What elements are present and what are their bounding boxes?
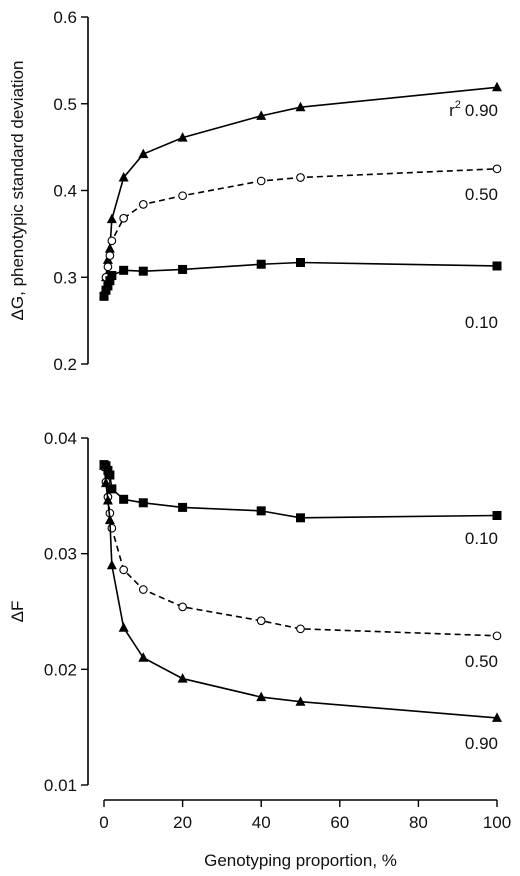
- data-point-triangle: [295, 696, 306, 706]
- series-line-0.10: [103, 261, 498, 297]
- data-point-square: [138, 266, 148, 276]
- bottom-panel: 0.01 0.02 0.03 0.04 ΔF 0.10 0.50 0.90 0 20 40 60 80 1…: [8, 429, 511, 870]
- x-tick-label: 60: [330, 813, 349, 832]
- data-point-circle-open: [138, 200, 148, 209]
- data-point-square: [138, 498, 148, 508]
- y-tick-label: 0.04: [44, 429, 77, 448]
- series-label-0.90: r2 0.90: [449, 99, 498, 120]
- data-point-circle-open: [105, 251, 115, 260]
- data-point-square: [256, 259, 266, 269]
- x-tick-label: 80: [409, 813, 428, 832]
- y-tick-label: 0.3: [53, 268, 77, 287]
- data-point-triangle: [295, 101, 306, 112]
- data-point-circle-open: [119, 213, 128, 223]
- data-point-circle-open: [107, 236, 117, 246]
- data-point-circle-open: [178, 191, 187, 201]
- data-point-square: [107, 484, 117, 494]
- data-point-square: [103, 465, 113, 475]
- data-point-square: [103, 281, 113, 291]
- data-point-circle-open: [119, 565, 128, 575]
- data-point-triangle: [138, 652, 149, 662]
- data-point-circle-open: [296, 624, 305, 634]
- data-point-square: [119, 494, 129, 504]
- series-line-0.10: [103, 463, 498, 519]
- legend-superscript: 2: [455, 99, 461, 111]
- data-point-circle-open: [138, 585, 148, 594]
- data-point-square: [119, 265, 129, 275]
- data-point-square: [99, 291, 109, 301]
- data-point-square: [492, 261, 502, 271]
- series-line-0.50: [103, 168, 498, 295]
- data-point-circle-open: [256, 616, 266, 626]
- data-point-circle-open: [103, 262, 113, 272]
- data-point-triangle: [99, 460, 109, 470]
- x-tick-label: 40: [252, 813, 271, 832]
- data-point-circle-open: [178, 602, 187, 612]
- series-label-0.10: 0.10: [465, 313, 498, 332]
- data-point-triangle: [256, 110, 267, 120]
- y-axis-title: ΔF: [8, 601, 27, 623]
- series-label-0.90: 0.90: [465, 734, 498, 753]
- x-tick-label: 20: [173, 813, 192, 832]
- data-point-triangle: [492, 81, 502, 92]
- data-point-square: [107, 271, 117, 281]
- data-point-square: [492, 510, 502, 520]
- data-point-triangle: [118, 622, 129, 632]
- data-point-triangle: [492, 712, 502, 722]
- y-axis-title: ΔG, phenotypic standard deviation: [8, 61, 27, 321]
- y-tick-label: 0.03: [44, 545, 77, 564]
- data-point-circle-open: [296, 173, 305, 182]
- data-point-triangle: [256, 691, 267, 702]
- x-tick-label: 0: [99, 813, 108, 832]
- y-tick-label: 0.5: [53, 95, 77, 114]
- data-point-square: [105, 470, 115, 480]
- data-point-triangle: [104, 243, 115, 253]
- y-tick-label: 0.2: [53, 355, 77, 374]
- data-point-triangle: [106, 213, 117, 224]
- data-point-triangle: [177, 132, 188, 142]
- series-line-0.90: [103, 465, 498, 719]
- data-point-square: [296, 258, 305, 268]
- series-label-0.10: 0.10: [465, 529, 498, 548]
- series-line-0.50: [103, 466, 498, 637]
- data-point-triangle: [177, 673, 188, 683]
- x-tick-label: 100: [483, 813, 511, 832]
- data-point-triangle: [102, 494, 113, 505]
- y-tick-label: 0.02: [44, 660, 77, 679]
- series-label-0.50: 0.50: [465, 652, 498, 671]
- data-point-square: [256, 506, 266, 516]
- data-point-circle-open: [256, 176, 266, 186]
- legend-prefix: r: [449, 101, 455, 120]
- data-point-square: [178, 264, 188, 274]
- data-point-triangle: [100, 477, 111, 488]
- y-tick-label: 0.6: [53, 8, 77, 27]
- y-tick-label: 0.4: [53, 182, 77, 201]
- data-point-circle-open: [107, 523, 117, 533]
- data-point-square: [296, 513, 305, 523]
- data-point-circle-open: [492, 164, 502, 174]
- data-point-square: [105, 276, 115, 286]
- data-point-circle-open: [492, 631, 502, 641]
- data-point-triangle: [104, 514, 115, 525]
- series-label-0.50: 0.50: [465, 185, 498, 204]
- legend-value: 0.90: [465, 101, 498, 120]
- data-point-triangle: [118, 171, 129, 182]
- x-axis-title: Genotyping proportion, %: [204, 851, 397, 870]
- data-point-triangle: [138, 148, 149, 159]
- data-point-square: [178, 502, 188, 512]
- data-point-triangle: [106, 559, 117, 570]
- top-panel: 0.2 0.3 0.4 0.5 0.6 ΔG, phenotypic standard d…: [8, 8, 502, 374]
- y-tick-label: 0.01: [44, 776, 77, 795]
